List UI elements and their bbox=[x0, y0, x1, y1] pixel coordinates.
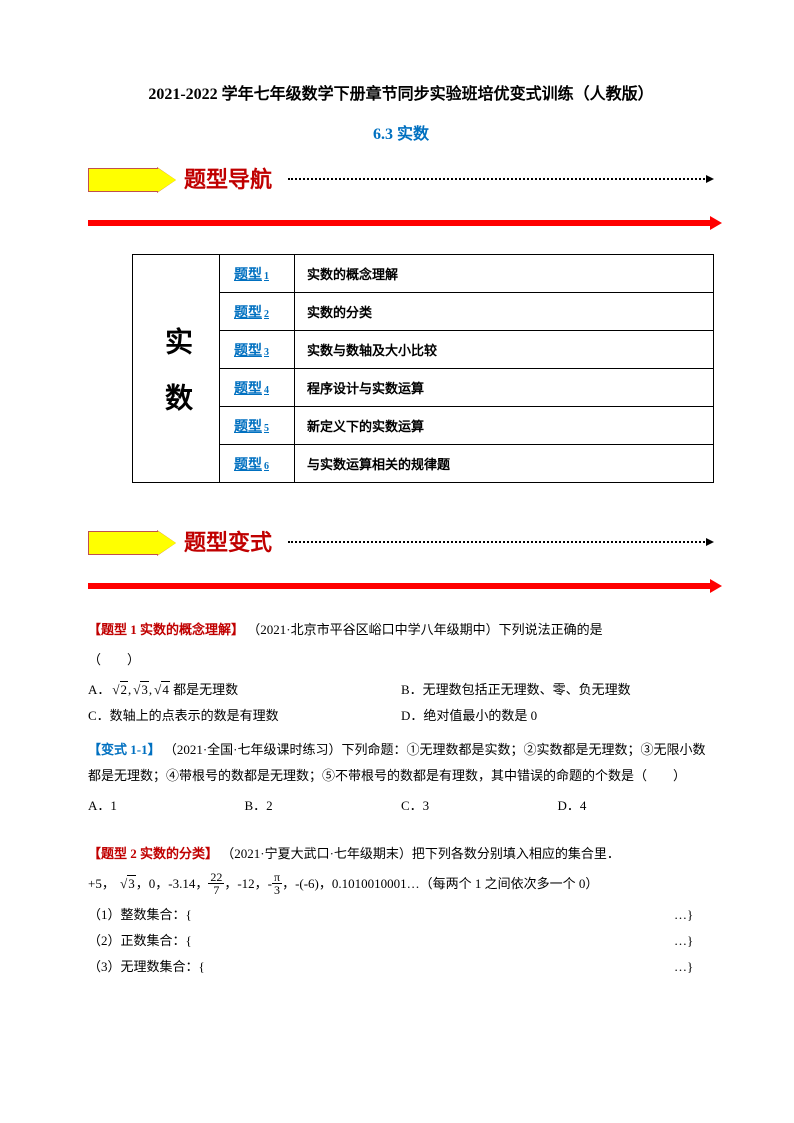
option-d: D．绝对值最小的数是 0 bbox=[401, 703, 714, 729]
option-a: A．1 bbox=[88, 793, 245, 819]
banner-nav-text: 题型导航 bbox=[184, 162, 272, 194]
variant-tag: 【变式 1-1】 bbox=[88, 742, 161, 757]
topic-map-title: 实数 bbox=[132, 254, 220, 483]
topic-label: 题型4 bbox=[220, 378, 294, 398]
arrow-icon bbox=[88, 168, 178, 192]
topic-desc: 实数与数轴及大小比较 bbox=[294, 331, 713, 368]
topic-desc: 新定义下的实数运算 bbox=[294, 407, 713, 444]
option-c: C．3 bbox=[401, 793, 558, 819]
topic-row: 题型5 新定义下的实数运算 bbox=[220, 406, 714, 445]
topic-map: 实数 题型1 实数的概念理解 题型2 实数的分类 题型3 实数与数轴及大小比较 … bbox=[132, 254, 714, 483]
question-tag: 【题型 1 实数的概念理解】 bbox=[88, 622, 244, 637]
topic-label: 题型1 bbox=[220, 264, 294, 284]
topic-label: 题型6 bbox=[220, 454, 294, 474]
option-b: B．无理数包括正无理数、零、负无理数 bbox=[401, 677, 714, 703]
topic-label: 题型3 bbox=[220, 340, 294, 360]
topic-label: 题型5 bbox=[220, 416, 294, 436]
topic-row: 题型1 实数的概念理解 bbox=[220, 254, 714, 293]
set-irrationals: （3）无理数集合：{…} bbox=[88, 954, 714, 980]
topic-desc: 与实数运算相关的规律题 bbox=[294, 445, 713, 482]
set-integers: （1）整数集合：{…} bbox=[88, 902, 714, 928]
topic-row: 题型6 与实数运算相关的规律题 bbox=[220, 444, 714, 483]
topic-row: 题型4 程序设计与实数运算 bbox=[220, 368, 714, 407]
question-2: 【题型 2 实数的分类】 （2021·宁夏大武口·七年级期末）把下列各数分别填入… bbox=[88, 841, 714, 980]
dotted-arrow-icon bbox=[288, 178, 708, 180]
option-c: C．数轴上的点表示的数是有理数 bbox=[88, 703, 401, 729]
red-bar-icon bbox=[88, 220, 714, 226]
number-list: +5， 3，0，-3.14，227，-12，-π3，-(-6)，0.101001… bbox=[88, 871, 714, 898]
option-b: B．2 bbox=[245, 793, 402, 819]
red-bar-icon bbox=[88, 583, 714, 589]
question-1: 【题型 1 实数的概念理解】 （2021·北京市平谷区峪口中学八年级期中）下列说… bbox=[88, 617, 714, 729]
topic-desc: 实数的概念理解 bbox=[294, 255, 713, 292]
banner-var: 题型变式 bbox=[88, 527, 714, 567]
topic-desc: 程序设计与实数运算 bbox=[294, 369, 713, 406]
banner-var-text: 题型变式 bbox=[184, 525, 272, 557]
option-a: A．2,3,4 都是无理数 bbox=[88, 677, 401, 703]
topic-row: 题型3 实数与数轴及大小比较 bbox=[220, 330, 714, 369]
banner-nav: 题型导航 bbox=[88, 164, 714, 204]
doc-title: 2021-2022 学年七年级数学下册章节同步实验班培优变式训练（人教版） bbox=[88, 80, 714, 104]
arrow-icon bbox=[88, 531, 178, 555]
topic-label: 题型2 bbox=[220, 302, 294, 322]
variant-1-1: 【变式 1-1】 （2021·全国·七年级课时练习）下列命题：①无理数都是实数；… bbox=[88, 737, 714, 819]
variant-src: （2021·全国·七年级课时练习）下列命题：①无理数都是实数；②实数都是无理数；… bbox=[88, 742, 706, 783]
set-positives: （2）正数集合：{…} bbox=[88, 928, 714, 954]
section-number: 6.3 实数 bbox=[88, 120, 714, 144]
dotted-arrow-icon bbox=[288, 541, 708, 543]
topic-desc: 实数的分类 bbox=[294, 293, 713, 330]
option-d: D．4 bbox=[558, 793, 715, 819]
question-tag: 【题型 2 实数的分类】 bbox=[88, 846, 218, 861]
topic-row: 题型2 实数的分类 bbox=[220, 292, 714, 331]
question-src: （2021·宁夏大武口·七年级期末）把下列各数分别填入相应的集合里． bbox=[221, 846, 620, 861]
question-src: （2021·北京市平谷区峪口中学八年级期中）下列说法正确的是 bbox=[247, 622, 602, 637]
answer-blank: （ ） bbox=[88, 647, 714, 673]
